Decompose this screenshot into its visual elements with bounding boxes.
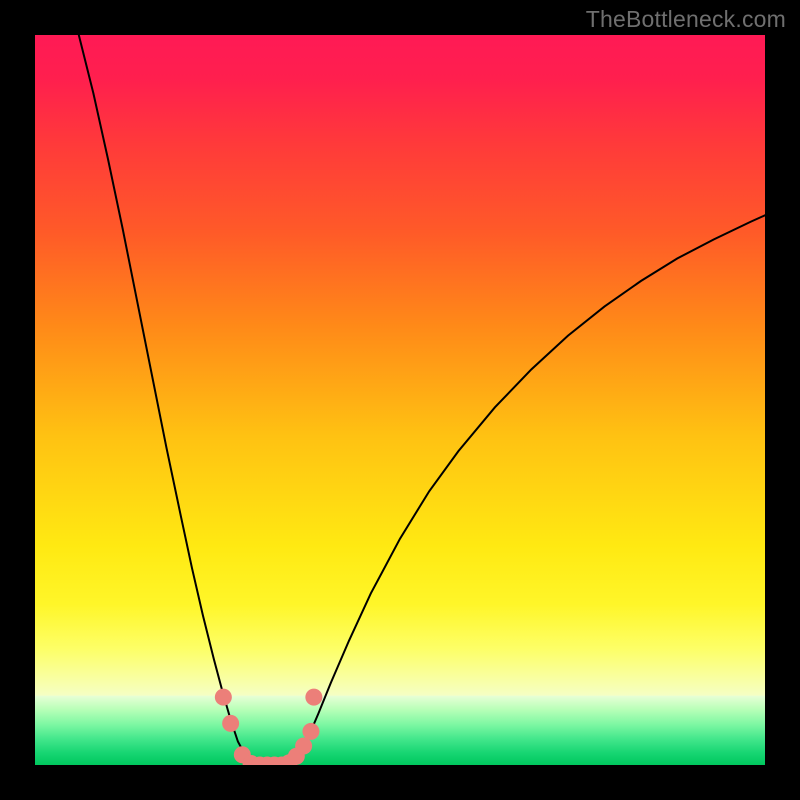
- plot-area: [35, 35, 765, 765]
- marker-point: [305, 689, 322, 706]
- marker-point: [215, 689, 232, 706]
- marker-point: [222, 715, 239, 732]
- marker-point: [302, 723, 319, 740]
- watermark-text: TheBottleneck.com: [586, 6, 786, 33]
- marker-point: [295, 738, 312, 755]
- gradient-background: [35, 35, 765, 765]
- chart-container: TheBottleneck.com: [0, 0, 800, 800]
